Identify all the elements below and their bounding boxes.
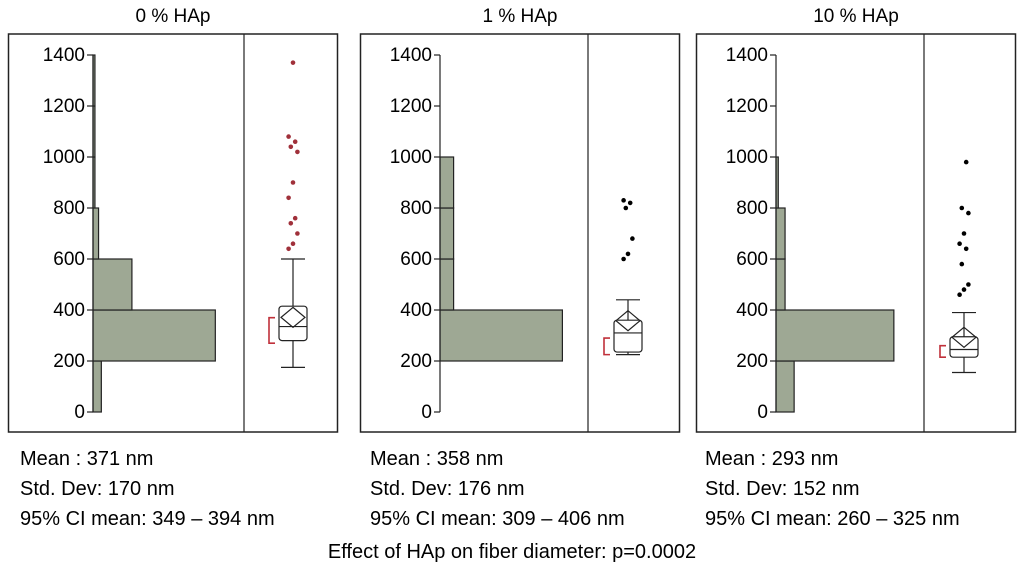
y-tick-label: 600 <box>736 249 768 270</box>
outlier-point <box>290 180 296 185</box>
outlier-point <box>292 139 298 144</box>
outlier-point <box>288 144 294 150</box>
outlier-point <box>963 159 969 165</box>
mean-diamond <box>280 306 306 329</box>
panel-title: 0 % HAp <box>135 6 211 27</box>
y-tick-label: 1400 <box>726 45 768 66</box>
histogram-bar <box>92 360 102 413</box>
y-tick-label: 800 <box>400 198 432 219</box>
y-tick-label: 400 <box>736 300 768 321</box>
outlier-point <box>623 205 629 211</box>
outlier-point <box>959 261 965 267</box>
mean-diamond <box>951 326 977 349</box>
stats-0: Mean : 371 nm Std. Dev: 170 nm 95% CI me… <box>20 444 275 534</box>
footer-p-value: Effect of HAp on fiber diameter: p=0.000… <box>327 541 697 563</box>
stats-2: Mean : 293 nm Std. Dev: 152 nm 95% CI me… <box>705 444 960 534</box>
outlier-point <box>966 210 971 216</box>
chart-svg: 0 200 400 600 800 1000 1200 1400 <box>7 33 339 433</box>
histogram-bar <box>775 207 786 260</box>
y-tick-label: 800 <box>736 198 768 219</box>
plot-frame <box>359 33 681 433</box>
y-tick-label: 400 <box>400 300 432 321</box>
histogram-bar <box>439 207 455 260</box>
y-tick-label: 1000 <box>43 147 85 168</box>
outlier-point <box>627 200 633 206</box>
histogram-bar <box>775 360 795 413</box>
y-tick-label: 200 <box>53 351 85 372</box>
histogram-bar <box>775 258 786 311</box>
y-tick-label: 0 <box>757 402 768 423</box>
std-dev-text: Std. Dev: 152 nm <box>705 478 860 500</box>
y-tick-label: 1000 <box>390 147 432 168</box>
outlier-point <box>966 282 971 287</box>
y-tick-label: 200 <box>400 351 432 372</box>
y-tick-label: 1000 <box>726 147 768 168</box>
histogram-bar <box>92 207 100 260</box>
histogram-bar <box>439 258 455 311</box>
ci-bracket <box>939 344 946 358</box>
outlier-point <box>957 292 962 298</box>
chart-svg: 0 200 400 600 800 1000 1200 1400 <box>359 33 681 433</box>
y-tick-label: 600 <box>53 249 85 270</box>
ci-mean-text: 95% CI mean: 309 – 406 nm <box>370 508 625 530</box>
panel-title: 10 % HAp <box>813 6 899 27</box>
y-tick-label: 1400 <box>43 45 85 66</box>
ci-bracket <box>603 337 610 356</box>
panel-2-hap: 10 % HAp 0 200 400 600 800 1000 1200 1400 <box>695 0 1017 440</box>
histogram-bar <box>92 309 216 362</box>
histogram-bar <box>775 309 895 362</box>
ci-bracket <box>268 316 275 344</box>
outlier-point <box>292 215 298 221</box>
mean-text: Mean : 358 nm <box>370 448 504 470</box>
histogram-bar <box>439 309 564 362</box>
outlier-point <box>621 256 626 262</box>
outlier-point <box>290 241 296 246</box>
box-iqr <box>613 319 643 353</box>
y-tick-label: 0 <box>421 402 432 423</box>
outlier-point <box>621 198 626 203</box>
plot-frame <box>695 33 1017 433</box>
std-dev-text: Std. Dev: 176 nm <box>370 478 525 500</box>
mean-diamond <box>615 309 641 332</box>
outlier-point <box>957 241 962 246</box>
histogram-bar <box>92 258 133 311</box>
y-tick-label: 800 <box>53 198 85 219</box>
outlier-point <box>295 231 300 236</box>
outlier-point <box>630 236 635 241</box>
ci-mean-text: 95% CI mean: 260 – 325 nm <box>705 508 960 530</box>
outlier-point <box>961 231 967 236</box>
histogram-bar <box>439 156 455 209</box>
y-tick-label: 1400 <box>390 45 432 66</box>
chart-svg: 0 200 400 600 800 1000 1200 1400 <box>695 33 1017 433</box>
outlier-point <box>286 246 291 252</box>
outlier-point <box>290 60 296 65</box>
panel-title: 1 % HAp <box>482 6 558 27</box>
y-tick-label: 0 <box>74 402 85 423</box>
mean-text: Mean : 371 nm <box>20 448 154 470</box>
y-tick-label: 600 <box>400 249 432 270</box>
outlier-point <box>295 149 300 155</box>
panel-0-hap: 0 % HAp 0 200 400 600 800 1000 1200 1400 <box>7 0 339 440</box>
box-iqr <box>278 305 308 342</box>
y-tick-label: 1200 <box>43 96 85 117</box>
outlier-point <box>959 205 965 211</box>
y-tick-label: 200 <box>736 351 768 372</box>
outlier-point <box>963 246 969 252</box>
plot-frame <box>7 33 339 433</box>
mean-text: Mean : 293 nm <box>705 448 839 470</box>
outlier-point <box>286 195 291 201</box>
outlier-point <box>625 251 631 257</box>
std-dev-text: Std. Dev: 170 nm <box>20 478 175 500</box>
y-tick-label: 400 <box>53 300 85 321</box>
outlier-point <box>961 287 967 292</box>
ci-mean-text: 95% CI mean: 349 – 394 nm <box>20 508 275 530</box>
stats-1: Mean : 358 nm Std. Dev: 176 nm 95% CI me… <box>370 444 625 534</box>
outlier-point <box>286 134 291 139</box>
y-tick-label: 1200 <box>726 96 768 117</box>
y-tick-label: 1200 <box>390 96 432 117</box>
outlier-point <box>288 221 294 226</box>
panel-1-hap: 1 % HAp 0 200 400 600 800 1000 1200 1400 <box>359 0 681 440</box>
